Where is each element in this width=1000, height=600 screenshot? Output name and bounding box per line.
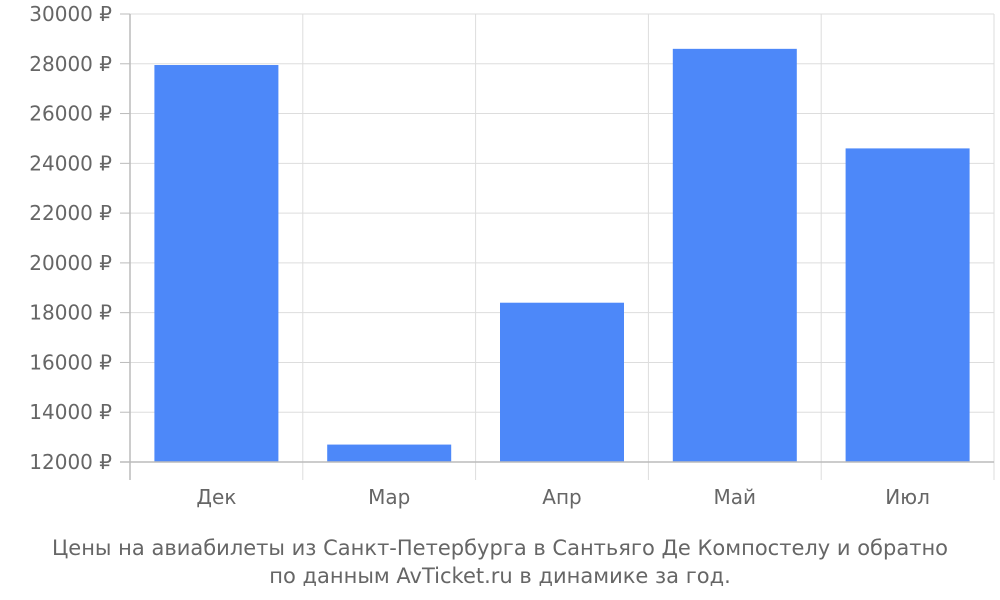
bars <box>154 48 970 463</box>
x-tick-label: Дек <box>196 485 236 509</box>
axes <box>120 13 995 480</box>
y-tick-label: 22000 ₽ <box>29 201 112 225</box>
y-tick-label: 16000 ₽ <box>29 350 112 374</box>
chart-caption-line-2: по данным AvTicket.ru в динамике за год. <box>269 564 731 588</box>
bar-chart: 12000 ₽ 14000 ₽ 16000 ₽ 18000 ₽ 20000 ₽ 22000… <box>29 2 995 509</box>
x-tick-label: Мар <box>368 485 410 509</box>
y-tick-label: 24000 ₽ <box>29 151 112 175</box>
y-tick-label: 30000 ₽ <box>29 2 112 26</box>
y-tick-label: 28000 ₽ <box>29 52 112 76</box>
y-tick-label: 18000 ₽ <box>29 301 112 325</box>
bar-2 <box>327 444 452 462</box>
x-tick-label: Апр <box>542 485 581 509</box>
chart-caption-line-1: Цены на авиабилеты из Санкт-Петербурга в… <box>51 536 949 560</box>
bar-1 <box>154 65 279 463</box>
bar-5 <box>845 148 970 462</box>
x-tick-label: Июл <box>885 485 930 509</box>
y-tick-label: 20000 ₽ <box>29 251 112 275</box>
x-tick-label: Май <box>714 485 757 509</box>
y-tick-label: 12000 ₽ <box>29 450 112 474</box>
bar-3 <box>500 302 624 462</box>
x-tick-labels: Дек Мар Апр Май Июл <box>196 485 930 509</box>
y-tick-label: 26000 ₽ <box>29 102 112 126</box>
bar-4 <box>672 48 797 462</box>
y-tick-label: 14000 ₽ <box>29 400 112 424</box>
y-tick-labels: 12000 ₽ 14000 ₽ 16000 ₽ 18000 ₽ 20000 ₽ 22000… <box>29 2 112 474</box>
